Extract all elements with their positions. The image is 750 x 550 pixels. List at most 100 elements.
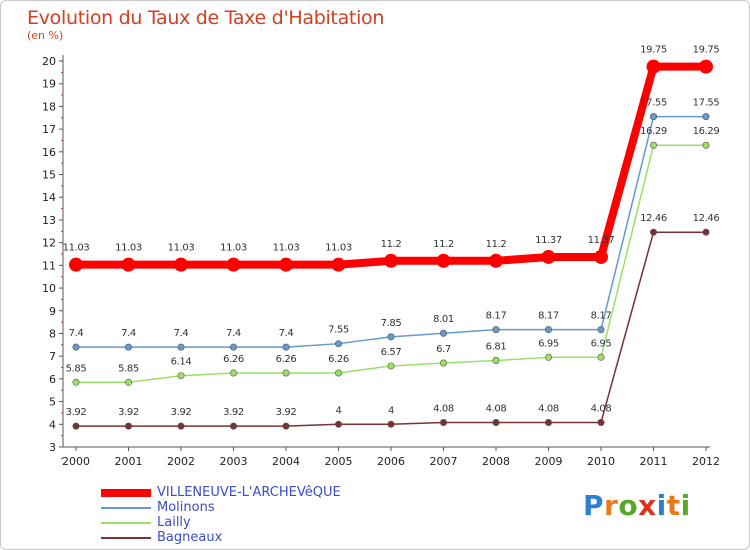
data-label: 6.57	[381, 347, 402, 358]
y-tick-label: 7	[49, 350, 56, 363]
legend-swatch	[101, 507, 151, 509]
data-point	[597, 353, 605, 361]
y-tick-label: 17	[42, 123, 56, 136]
data-label: 4.08	[591, 403, 612, 414]
y-tick-label: 19	[42, 78, 56, 91]
y-tick-label: 18	[42, 100, 56, 113]
y-tick-label: 14	[42, 191, 56, 204]
data-point	[230, 369, 238, 377]
data-label: 11.03	[168, 243, 195, 254]
data-point	[387, 333, 395, 341]
data-label: 5.85	[118, 363, 139, 374]
data-point	[702, 228, 710, 236]
data-point	[387, 362, 395, 370]
data-label: 6.26	[328, 354, 349, 365]
y-tick-label: 9	[49, 305, 56, 318]
x-tick-label: 2005	[325, 455, 353, 468]
data-label: 12.46	[640, 213, 667, 224]
data-label: 8.17	[538, 311, 559, 322]
data-point	[334, 340, 342, 348]
data-point	[544, 326, 552, 334]
y-tick-label: 20	[42, 55, 56, 68]
y-tick-label: 5	[49, 396, 56, 409]
y-tick-label: 6	[49, 373, 56, 386]
data-point	[492, 326, 500, 334]
data-label: 7.85	[381, 318, 402, 329]
data-point	[282, 369, 290, 377]
data-label: 4.08	[538, 403, 559, 414]
data-label: 19.75	[640, 45, 667, 56]
data-point	[282, 343, 290, 351]
data-label: 4	[336, 405, 342, 416]
data-point	[279, 257, 293, 272]
data-label: 6.14	[171, 357, 192, 368]
data-point	[439, 359, 447, 367]
data-point	[230, 422, 238, 430]
data-point	[439, 418, 447, 426]
data-point	[331, 257, 346, 272]
data-label: 6.7	[436, 344, 451, 355]
data-label: 11.2	[381, 239, 402, 250]
logo-letter: P	[583, 489, 605, 522]
logo-letter: r	[604, 489, 619, 522]
logo-letter: i	[680, 489, 691, 522]
x-tick-label: 2011	[640, 455, 668, 468]
legend-label: Bagneaux	[157, 530, 223, 545]
chart-title: Evolution du Taux de Taxe d'Habitation	[27, 7, 385, 29]
data-label: 11.37	[588, 235, 615, 246]
data-point	[597, 418, 605, 426]
x-tick-label: 2004	[272, 455, 300, 468]
logo-letter: x	[638, 489, 657, 522]
legend-swatch	[101, 522, 151, 524]
x-tick-label: 2007	[430, 455, 458, 468]
data-point	[72, 422, 80, 430]
data-point	[702, 141, 710, 149]
data-point	[649, 113, 657, 121]
data-label: 6.26	[276, 354, 297, 365]
data-point	[174, 257, 188, 272]
x-tick-label: 2006	[377, 455, 405, 468]
x-tick-label: 2002	[167, 455, 195, 468]
legend-label: VILLENEUVE-L'ARCHEVêQUE	[157, 485, 341, 500]
data-label: 7.4	[121, 328, 136, 339]
data-label: 11.03	[115, 243, 142, 254]
y-tick-label: 10	[42, 282, 56, 295]
data-label: 11.03	[220, 243, 247, 254]
legend-swatch	[101, 489, 151, 497]
data-label: 11.03	[325, 243, 352, 254]
y-tick-label: 11	[42, 259, 56, 272]
data-point	[597, 326, 605, 334]
data-label: 3.92	[276, 407, 297, 418]
unit-label: (en %)	[27, 29, 64, 42]
x-tick-label: 2009	[535, 455, 563, 468]
legend-swatch	[101, 537, 151, 539]
x-tick-label: 2010	[587, 455, 615, 468]
data-point	[541, 249, 556, 264]
data-point	[492, 356, 500, 364]
data-label: 3.92	[118, 407, 139, 418]
data-label: 11.03	[273, 243, 300, 254]
x-tick-label: 2008	[482, 455, 510, 468]
data-label: 11.2	[486, 239, 507, 250]
data-point	[387, 420, 395, 428]
data-point	[699, 59, 713, 74]
data-label: 3.92	[223, 407, 244, 418]
x-tick-label: 2000	[62, 455, 90, 468]
data-point	[177, 343, 185, 351]
data-point	[439, 329, 447, 337]
data-label: 12.46	[693, 213, 720, 224]
data-point	[177, 422, 185, 430]
data-label: 3.92	[66, 407, 87, 418]
data-point	[384, 253, 398, 268]
data-label: 6.95	[591, 338, 612, 349]
data-label: 19.75	[693, 45, 720, 56]
logo-letter: i	[656, 489, 667, 522]
legend-label: Molinons	[157, 500, 215, 515]
y-tick-label: 16	[42, 146, 56, 159]
legend-label: Lailly	[157, 515, 191, 530]
data-label: 4.08	[433, 403, 454, 414]
data-label: 4	[388, 405, 394, 416]
data-point	[646, 59, 661, 74]
data-point	[334, 420, 342, 428]
